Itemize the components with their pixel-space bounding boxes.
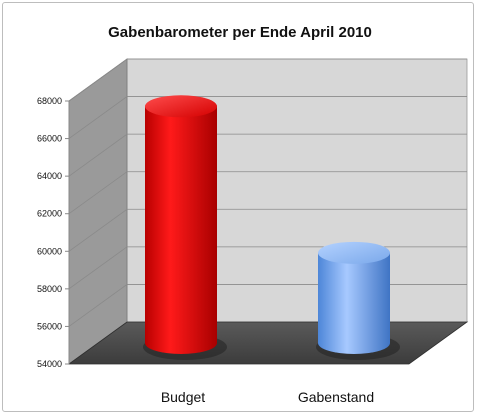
gridline	[68, 208, 467, 252]
bar-body	[145, 106, 217, 354]
bar-budget	[143, 95, 227, 360]
gridline	[68, 133, 467, 177]
floor	[67, 321, 469, 365]
y-tick-label: 56000	[37, 321, 62, 331]
y-tick-label: 68000	[37, 96, 62, 106]
y-tick-label: 66000	[37, 134, 62, 144]
x-category-label: Budget	[161, 389, 205, 405]
y-tick-label: 64000	[37, 171, 62, 181]
gridline	[68, 58, 467, 102]
gridline	[68, 96, 467, 139]
y-tick-label: 54000	[37, 359, 62, 369]
bar-top	[145, 95, 217, 118]
bar-body	[318, 252, 390, 354]
bars	[143, 95, 400, 360]
chart-title: Gabenbarometer per Ende April 2010	[108, 24, 372, 41]
x-category-labels: Budget Gabenstand	[161, 389, 374, 405]
gridline	[68, 171, 467, 215]
x-category-label: Gabenstand	[298, 389, 374, 405]
y-tick-label: 60000	[37, 246, 62, 256]
bar-gabenstand	[316, 241, 400, 360]
y-tick-label: 58000	[37, 284, 62, 294]
y-tick-label: 62000	[37, 209, 62, 219]
bar-top	[318, 241, 390, 264]
side-wall	[68, 58, 128, 365]
y-tick-labels: 54000 56000 58000 60000 62000 64000 66000 68000	[37, 96, 69, 369]
gridlines	[68, 58, 467, 327]
